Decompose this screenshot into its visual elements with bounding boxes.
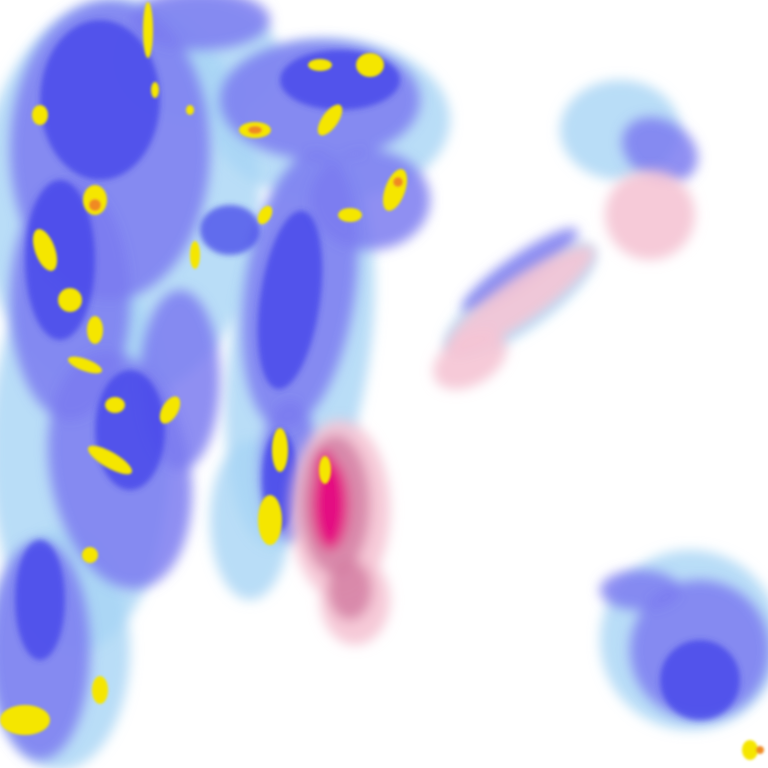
intense-rain-cell bbox=[87, 445, 133, 475]
intense-rain-cell bbox=[319, 456, 331, 484]
intense-rain-cell bbox=[151, 82, 159, 98]
moderate-rain-echo bbox=[130, 0, 270, 50]
intense-rain-cell bbox=[742, 740, 758, 760]
extreme-rain-cell bbox=[89, 199, 101, 211]
moderate-rain-echo bbox=[462, 228, 578, 312]
intense-rain-cell bbox=[257, 205, 273, 225]
mixed-precip-echo bbox=[328, 560, 372, 620]
intense-rain-cell bbox=[272, 428, 288, 472]
extreme-rain-cell bbox=[756, 746, 764, 754]
extreme-rain-cell bbox=[393, 177, 403, 187]
intense-rain-cell bbox=[82, 547, 98, 563]
intense-rain-cell bbox=[159, 396, 181, 424]
intense-rain-cell bbox=[190, 241, 200, 269]
intense-rain-cell bbox=[317, 104, 343, 136]
moderate-rain-echo bbox=[310, 150, 430, 250]
heavy-precip-layer bbox=[15, 20, 740, 720]
heavy-rain-echo bbox=[40, 20, 160, 180]
intense-rain-cell bbox=[105, 397, 125, 413]
extreme-rain-cell bbox=[248, 126, 262, 134]
intense-rain-cell bbox=[308, 59, 332, 71]
intense-rain-cell bbox=[186, 105, 194, 115]
moderate-rain-echo bbox=[622, 117, 698, 183]
intense-rain-cell bbox=[0, 705, 50, 735]
heavy-rain-echo bbox=[200, 205, 260, 255]
intense-rain-cell bbox=[356, 53, 384, 77]
intense-rain-cell bbox=[67, 356, 103, 374]
intense-rain-cell bbox=[143, 2, 153, 58]
intense-rain-cell bbox=[87, 316, 103, 344]
heavy-rain-echo bbox=[15, 540, 65, 660]
intense-rain-cell bbox=[32, 105, 48, 125]
intense-rain-cell bbox=[58, 288, 82, 312]
mixed-precip-echo bbox=[605, 170, 695, 260]
mixed-precip-layer bbox=[290, 170, 695, 645]
intense-rain-cell bbox=[338, 208, 362, 222]
intense-rain-cell bbox=[258, 495, 282, 545]
mixed-precip-echo bbox=[445, 245, 595, 355]
mixed-precip-echo bbox=[433, 330, 507, 390]
heavy-rain-echo bbox=[660, 640, 740, 720]
intense-rain-cell bbox=[32, 229, 58, 271]
intense-rain-cell bbox=[92, 676, 108, 704]
moderate-rain-echo bbox=[600, 570, 680, 610]
heavy-rain-echo bbox=[257, 210, 323, 390]
